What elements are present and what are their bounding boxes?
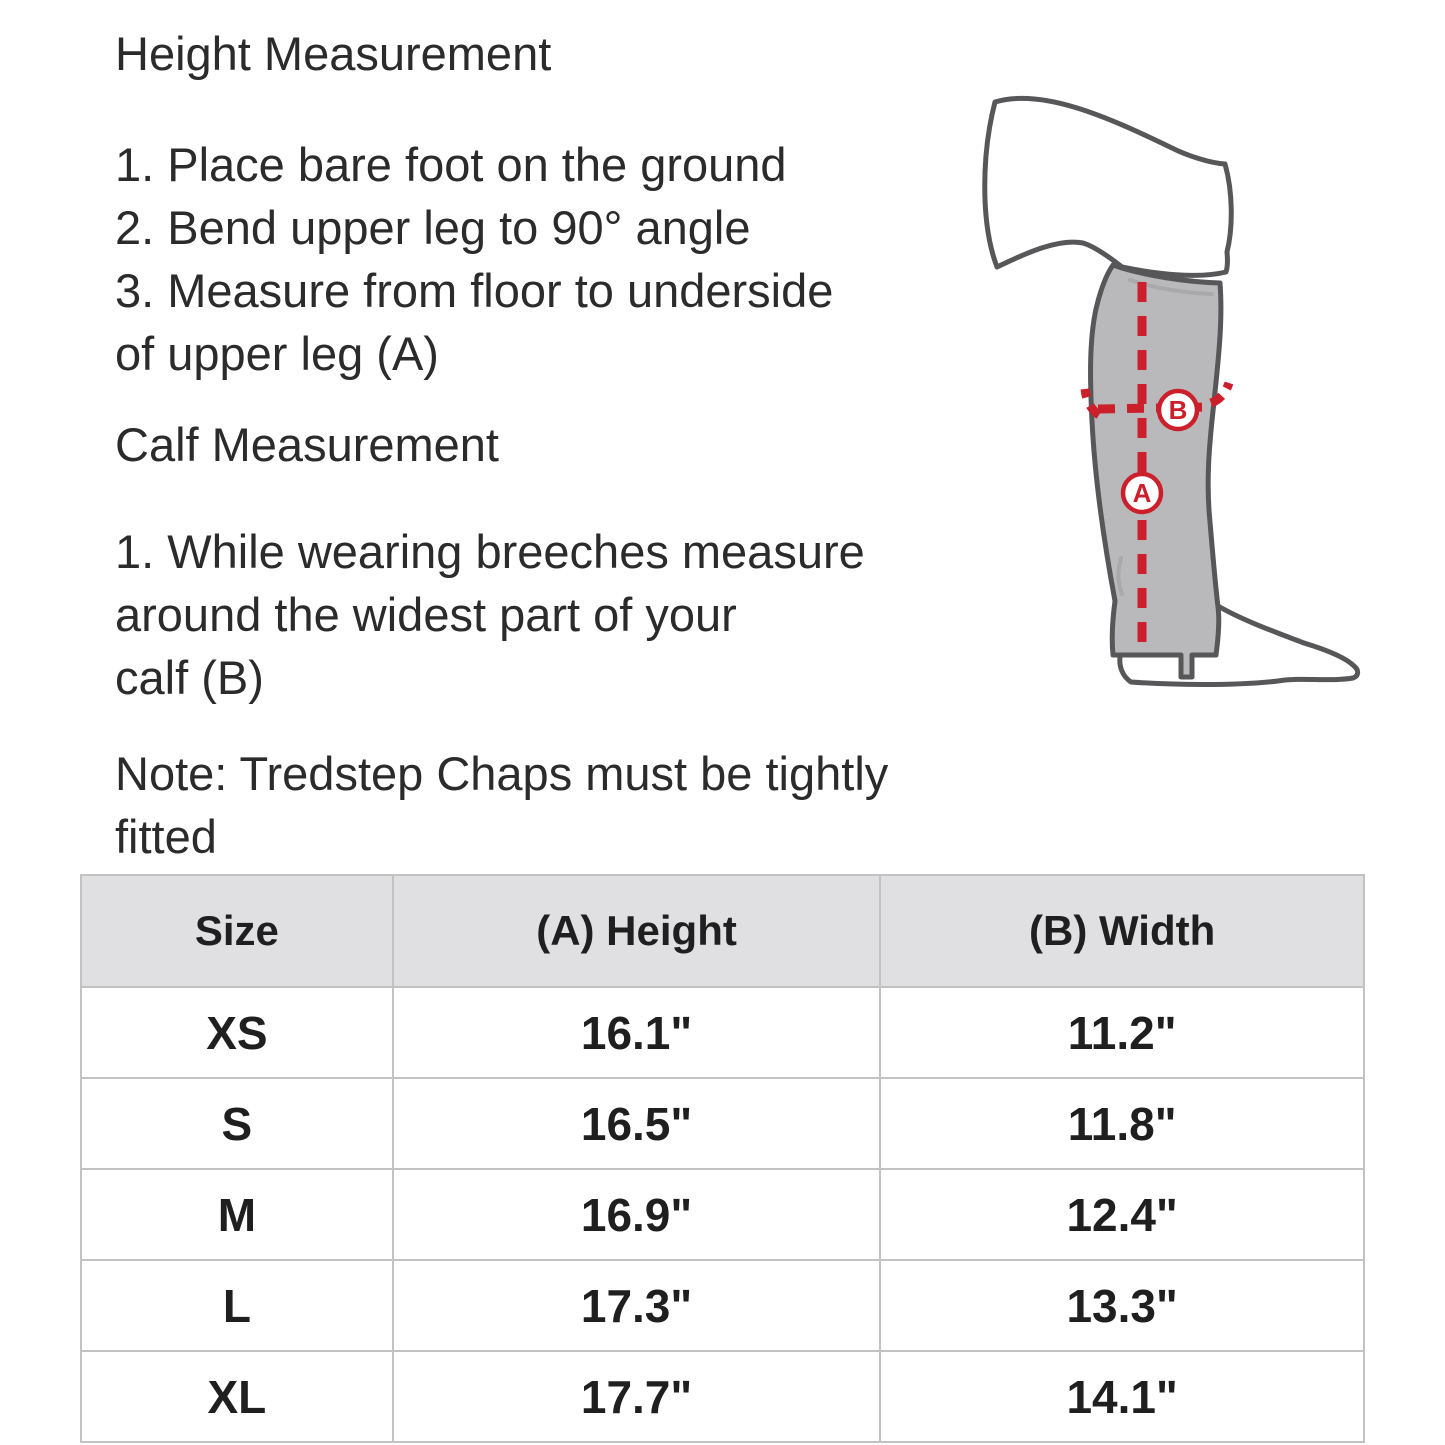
calf-measurement-steps: 1. While wearing breeches measure around… [115,520,865,709]
measurement-a-label: A [1133,478,1152,508]
height-cell: 17.7" [391,1350,882,1443]
width-cell: 12.4" [879,1168,1365,1261]
leg-measurement-diagram: B A [982,95,1361,687]
height-measurement-title: Height Measurement [115,27,552,80]
table-row: L 17.3" 13.3" [80,1259,1365,1352]
height-cell: 16.5" [391,1077,882,1170]
height-cell: 17.3" [391,1259,882,1352]
size-table-header-row: Size (A) Height (B) Width [80,874,1365,988]
height-step-line: 1. Place bare foot on the ground [115,138,787,191]
calf-measure-right-arc [1209,381,1234,408]
thigh-outline [982,95,1234,278]
width-cell: 11.8" [879,1077,1365,1170]
height-step-line: 3. Measure from floor to underside [115,264,834,317]
table-row: XS 16.1" 11.2" [80,986,1365,1079]
table-row: S 16.5" 11.8" [80,1077,1365,1170]
width-cell: 14.1" [879,1350,1365,1443]
table-row: M 16.9" 12.4" [80,1168,1365,1261]
measurement-b-label: B [1169,395,1188,425]
height-step-line: 2. Bend upper leg to 90° angle [115,201,751,254]
size-cell: S [80,1077,394,1170]
width-cell: 11.2" [879,986,1365,1079]
calf-measurement-title: Calf Measurement [115,418,499,471]
size-cell: XS [80,986,394,1079]
size-cell: L [80,1259,394,1352]
column-header-width: (B) Width [879,874,1365,988]
height-cell: 16.1" [391,986,882,1079]
height-step-line: of upper leg (A) [115,327,439,380]
measurement-b-marker [1156,388,1200,432]
size-table: Size (A) Height (B) Width XS 16.1" 11.2"… [80,874,1365,1443]
size-cell: XL [80,1350,394,1443]
measurement-a-marker [1120,471,1164,515]
fit-note-line: fitted [115,810,217,863]
calf-step-line: around the widest part of your [115,588,737,641]
calf-step-line: 1. While wearing breeches measure [115,525,865,578]
fit-note: Note: Tredstep Chaps must be tightly fit… [115,742,888,868]
calf-measure-left-arc [1080,388,1102,419]
column-header-size: Size [80,874,394,988]
height-cell: 16.9" [391,1168,882,1261]
height-measurement-steps: 1. Place bare foot on the ground 2. Bend… [115,133,833,385]
chap-lower-shading [1116,556,1124,596]
table-row: XL 17.7" 14.1" [80,1350,1365,1443]
fit-note-line: Note: Tredstep Chaps must be tightly [115,747,889,800]
calf-step-line: calf (B) [115,651,264,704]
chap-shape [1088,262,1224,680]
width-cell: 13.3" [879,1259,1365,1352]
size-cell: M [80,1168,394,1261]
column-header-height: (A) Height [391,874,882,988]
